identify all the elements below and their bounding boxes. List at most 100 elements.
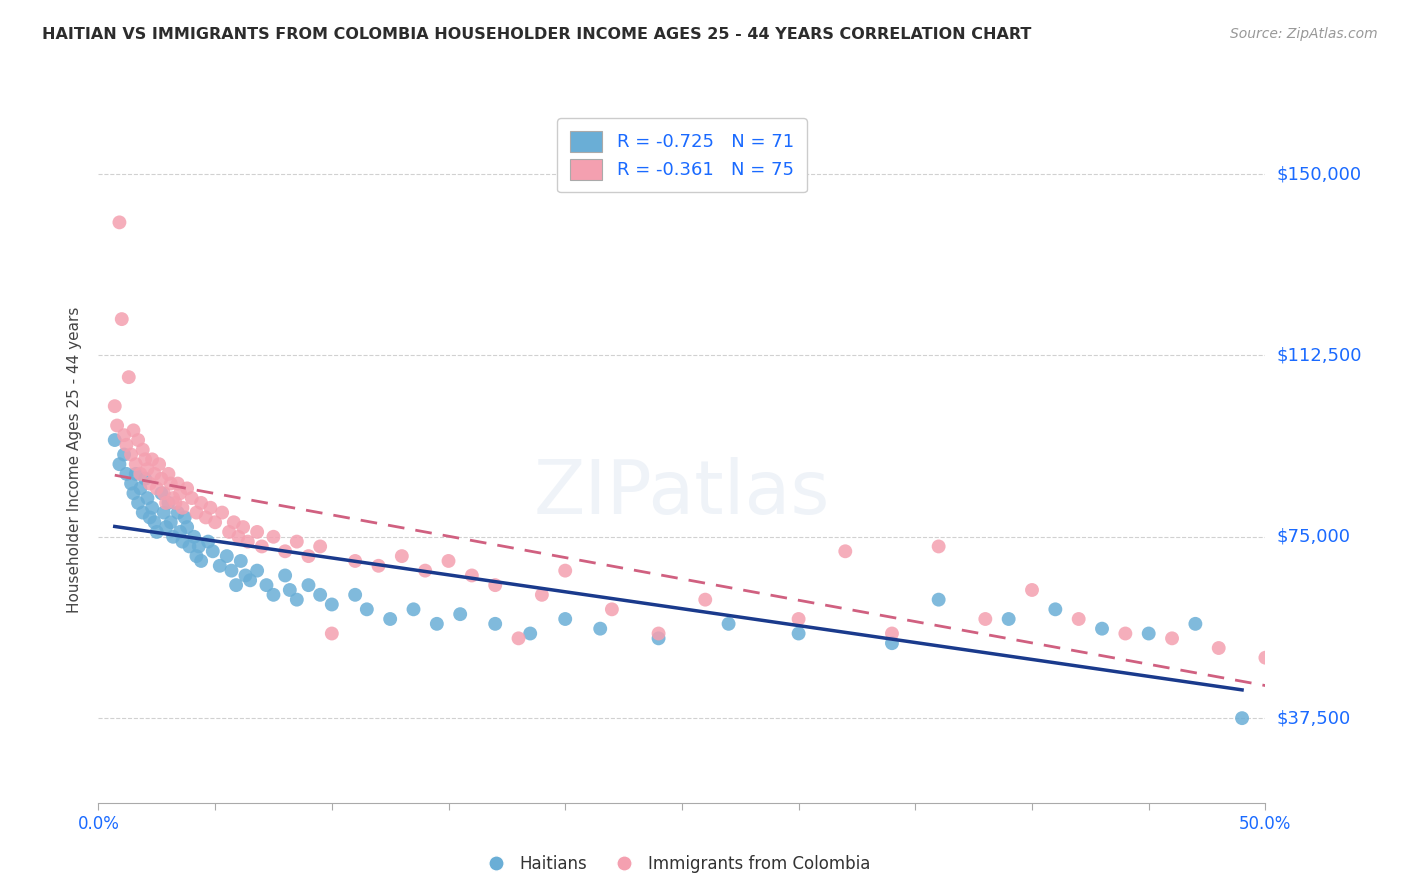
- Point: [148, 457, 170, 471]
- Point: [225, 578, 247, 592]
- Point: [200, 500, 222, 515]
- Point: [1114, 626, 1136, 640]
- Point: [218, 524, 240, 539]
- Point: [150, 472, 173, 486]
- Point: [108, 457, 131, 471]
- Point: [134, 472, 156, 486]
- Point: [159, 515, 181, 529]
- Point: [190, 554, 212, 568]
- Point: [141, 500, 163, 515]
- Point: [274, 568, 297, 582]
- Point: [120, 476, 142, 491]
- Point: [122, 486, 145, 500]
- Text: $75,000: $75,000: [1277, 528, 1351, 546]
- Point: [120, 448, 142, 462]
- Point: [211, 506, 233, 520]
- Point: [235, 568, 257, 582]
- Point: [146, 482, 169, 496]
- Point: [426, 616, 449, 631]
- Point: [647, 632, 669, 646]
- Point: [484, 616, 506, 631]
- Point: [647, 626, 669, 640]
- Point: [695, 592, 717, 607]
- Legend: R = -0.725   N = 71, R = -0.361   N = 75: R = -0.725 N = 71, R = -0.361 N = 75: [557, 118, 807, 193]
- Point: [391, 549, 413, 563]
- Point: [309, 588, 332, 602]
- Point: [413, 564, 436, 578]
- Point: [180, 491, 202, 505]
- Point: [197, 534, 219, 549]
- Point: [437, 554, 460, 568]
- Point: [239, 574, 262, 588]
- Point: [1208, 640, 1230, 655]
- Point: [1161, 632, 1184, 646]
- Point: [150, 486, 173, 500]
- Point: [104, 399, 127, 413]
- Point: [166, 476, 188, 491]
- Point: [165, 496, 187, 510]
- Point: [554, 612, 576, 626]
- Point: [139, 476, 162, 491]
- Point: [250, 540, 273, 554]
- Point: [127, 496, 149, 510]
- Point: [309, 540, 332, 554]
- Point: [129, 467, 152, 481]
- Point: [190, 496, 212, 510]
- Point: [589, 622, 612, 636]
- Point: [222, 515, 245, 529]
- Point: [600, 602, 623, 616]
- Point: [321, 626, 343, 640]
- Point: [344, 554, 367, 568]
- Point: [111, 312, 134, 326]
- Point: [139, 510, 162, 524]
- Y-axis label: Householder Income Ages 25 - 44 years: Householder Income Ages 25 - 44 years: [67, 306, 83, 613]
- Point: [157, 467, 180, 481]
- Point: [172, 500, 194, 515]
- Point: [157, 496, 180, 510]
- Point: [928, 540, 950, 554]
- Point: [256, 578, 278, 592]
- Point: [169, 524, 191, 539]
- Point: [172, 534, 194, 549]
- Point: [162, 530, 184, 544]
- Point: [115, 438, 138, 452]
- Point: [208, 558, 231, 573]
- Point: [162, 491, 184, 505]
- Point: [221, 564, 243, 578]
- Point: [880, 636, 903, 650]
- Point: [152, 506, 174, 520]
- Text: $112,500: $112,500: [1277, 346, 1362, 365]
- Point: [143, 515, 166, 529]
- Point: [1137, 626, 1160, 640]
- Point: [278, 582, 301, 597]
- Point: [132, 442, 155, 457]
- Point: [880, 626, 903, 640]
- Point: [166, 506, 188, 520]
- Point: [115, 467, 138, 481]
- Point: [194, 510, 217, 524]
- Point: [228, 530, 250, 544]
- Point: [297, 578, 319, 592]
- Point: [285, 592, 308, 607]
- Point: [367, 558, 389, 573]
- Point: [105, 418, 128, 433]
- Point: [262, 588, 284, 602]
- Point: [229, 554, 252, 568]
- Point: [136, 462, 159, 476]
- Point: [997, 612, 1019, 626]
- Point: [204, 515, 226, 529]
- Point: [461, 568, 484, 582]
- Point: [112, 448, 135, 462]
- Text: $37,500: $37,500: [1277, 709, 1351, 727]
- Point: [1254, 650, 1277, 665]
- Point: [402, 602, 425, 616]
- Point: [176, 482, 198, 496]
- Point: [285, 534, 308, 549]
- Point: [143, 467, 166, 481]
- Point: [530, 588, 553, 602]
- Point: [1045, 602, 1067, 616]
- Point: [152, 486, 174, 500]
- Point: [108, 215, 131, 229]
- Point: [449, 607, 471, 622]
- Point: [1230, 711, 1253, 725]
